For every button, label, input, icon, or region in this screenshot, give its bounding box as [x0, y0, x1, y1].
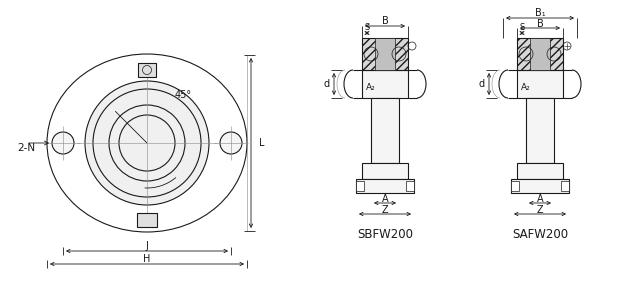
Bar [517, 38, 563, 70]
Bar [517, 163, 563, 179]
Circle shape [85, 81, 209, 205]
Bar [375, 38, 395, 70]
Text: SAFW200: SAFW200 [512, 229, 568, 242]
Text: J: J [146, 241, 149, 251]
Text: L: L [259, 138, 265, 148]
Text: A: A [537, 194, 544, 204]
Text: Z: Z [537, 205, 544, 215]
Bar [138, 63, 156, 77]
Bar [362, 38, 408, 70]
Text: B₁: B₁ [535, 8, 545, 18]
Text: SBFW200: SBFW200 [357, 229, 413, 242]
Bar [356, 179, 414, 193]
Text: A: A [381, 194, 388, 204]
Text: A₂: A₂ [521, 83, 531, 92]
Text: d: d [324, 79, 330, 89]
Bar [517, 70, 563, 98]
Text: S: S [364, 23, 370, 33]
Bar [362, 70, 408, 98]
Text: H: H [144, 254, 151, 264]
Bar [137, 213, 157, 227]
Bar [362, 163, 408, 179]
Bar [511, 181, 519, 191]
Text: 2-N: 2-N [17, 143, 35, 153]
Text: 45°: 45° [175, 90, 192, 100]
Bar [371, 98, 399, 163]
Circle shape [52, 132, 74, 154]
Text: S: S [519, 23, 524, 33]
Bar [356, 181, 364, 191]
Bar [526, 98, 554, 163]
Bar [511, 179, 569, 193]
Circle shape [220, 132, 242, 154]
Text: B: B [381, 16, 388, 26]
Bar [406, 181, 414, 191]
Text: d: d [479, 79, 485, 89]
Text: B: B [537, 19, 544, 29]
Text: Z: Z [381, 205, 388, 215]
Bar [561, 181, 569, 191]
Bar [530, 38, 550, 70]
Text: A₂: A₂ [366, 83, 376, 92]
